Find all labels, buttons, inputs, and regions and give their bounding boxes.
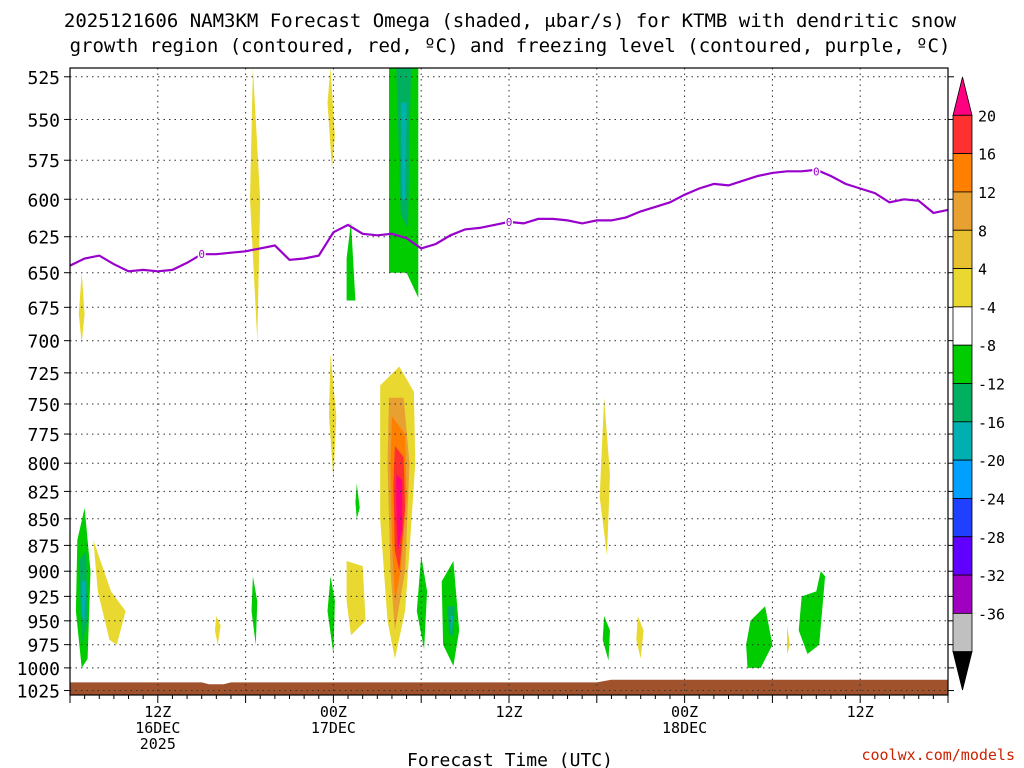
y-tick-label-750: 750: [27, 395, 60, 416]
credit-text: coolwx.com/models: [861, 746, 1015, 764]
x-tick-label-54-0: 12Z: [847, 703, 874, 721]
x-tick-label-18-0: 00Z: [320, 703, 347, 721]
colorbar-swatch-8: [952, 383, 973, 423]
x-tick-label-6-2: 2025: [140, 735, 176, 753]
axes: 525 550 575 600 625 650 675 700 725 750 775 800 825 8…: [17, 67, 954, 753]
y-tick-label-800: 800: [27, 454, 60, 475]
colorbar-swatch-7: [952, 344, 973, 384]
colorbar-label-10: -24: [978, 490, 1005, 508]
colorbar-swatch-9: [952, 421, 973, 461]
omega-region-28: [636, 616, 644, 659]
colorbar-label-0: 20: [978, 107, 996, 125]
x-axis-label: Forecast Time (UTC): [407, 750, 613, 768]
y-tick-label-825: 825: [27, 482, 60, 503]
colorbar-label-13: -36: [978, 605, 1005, 623]
colorbar-swatch-12: [952, 536, 973, 576]
colorbar-label-6: -8: [978, 337, 996, 355]
colorbar-swatch-2: [952, 153, 973, 193]
y-tick-label-550: 550: [27, 110, 60, 131]
y-tick-label-775: 775: [27, 425, 60, 446]
omega-region-5: [346, 221, 356, 301]
omega-region-1: [327, 68, 335, 169]
colorbar-swatch-13: [952, 574, 973, 614]
omega-region-12: [396, 474, 403, 551]
omega-region-19: [214, 616, 221, 645]
colorbar-swatch-14: [952, 612, 973, 653]
freezing-level-label-0: 0: [198, 248, 205, 261]
plot-inner: 0 0 0: [70, 68, 948, 695]
plot-area: 0 0 0: [70, 68, 948, 695]
colorbar-swatch-10: [952, 459, 973, 499]
colorbar-label-12: -32: [978, 567, 1005, 585]
chart-title-line1: 2025121606 NAM3KM Forecast Omega (shaded…: [64, 10, 957, 32]
y-tick-label-525: 525: [27, 68, 60, 89]
y-tick-label-1025: 1025: [17, 682, 60, 703]
colorbar-swatch-1: [952, 114, 973, 155]
colorbar-label-1: 16: [978, 146, 996, 164]
y-tick-label-675: 675: [27, 298, 60, 319]
colorbar-swatch-3: [952, 191, 973, 231]
colorbar-label-3: 8: [978, 222, 987, 240]
colorbar-label-7: -12: [978, 376, 1005, 394]
omega-region-26: [450, 616, 454, 631]
colorbar: 20 16 12 8 4 -4 -8 -12 -16 -20 -24 -28 -32 -36: [952, 76, 1005, 691]
colorbar-label-2: 12: [978, 184, 996, 202]
omega-region-4: [400, 102, 407, 200]
colorbar-swatch-4: [952, 229, 973, 269]
omega-region-30: [787, 625, 790, 654]
y-tick-label-650: 650: [27, 264, 60, 285]
terrain-fill: [70, 679, 948, 695]
freezing-level-label-1: 0: [506, 216, 513, 229]
y-tick-label-975: 975: [27, 636, 60, 657]
colorbar-swatch-5: [952, 268, 973, 308]
y-tick-label-900: 900: [27, 562, 60, 583]
colorbar-label-11: -28: [978, 529, 1005, 547]
y-tick-label-875: 875: [27, 536, 60, 557]
freezing-label-bg-1: [505, 215, 513, 228]
x-tick-label-42-1: 18DEC: [662, 719, 707, 737]
chart-title-line2: growth region (contoured, red, ºC) and f…: [70, 35, 951, 57]
y-tick-label-925: 925: [27, 587, 60, 608]
omega-region-17: [81, 581, 87, 621]
freezing-label-bg-0: [197, 248, 206, 261]
y-tick-label-575: 575: [27, 151, 60, 172]
colorbar-bottom-arrow: [952, 651, 973, 691]
y-tick-label-600: 600: [27, 190, 60, 211]
omega-region-14: [599, 397, 610, 556]
omega-region-31: [798, 571, 826, 654]
y-tick-label-700: 700: [27, 332, 60, 353]
x-tick-label-30-0: 12Z: [495, 703, 522, 721]
colorbar-label-4: 4: [978, 261, 987, 279]
colorbar-label-9: -20: [978, 452, 1005, 470]
colorbar-label-5: -4: [978, 299, 996, 317]
colorbar-top-arrow: [952, 76, 973, 116]
colorbar-swatch-6: [952, 306, 973, 346]
x-tick-label-6-0: 12Z: [144, 703, 171, 721]
y-tick-label-625: 625: [27, 228, 60, 249]
colorbar-label-8: -16: [978, 414, 1005, 432]
y-tick-label-850: 850: [27, 510, 60, 531]
omega-region-27: [602, 616, 610, 661]
freezing-level-label-2: 0: [813, 165, 820, 178]
x-tick-label-18-1: 17DEC: [311, 719, 356, 737]
omega-region-13: [355, 483, 360, 519]
omega-region-7: [329, 353, 337, 481]
x-tick-label-6-1: 16DEC: [135, 719, 180, 737]
freezing-label-bg-2: [812, 165, 821, 178]
y-tick-label-950: 950: [27, 612, 60, 633]
omega-region-20: [251, 576, 258, 645]
omega-region-29: [746, 606, 773, 668]
omega-region-6: [78, 272, 85, 344]
omega-region-22: [346, 561, 366, 636]
y-tick-label-1000: 1000: [17, 659, 60, 680]
x-tick-label-42-0: 00Z: [671, 703, 698, 721]
omega-region-18: [93, 540, 126, 645]
colorbar-swatch-11: [952, 498, 973, 538]
omega-region-23: [416, 555, 428, 650]
y-tick-label-725: 725: [27, 364, 60, 385]
